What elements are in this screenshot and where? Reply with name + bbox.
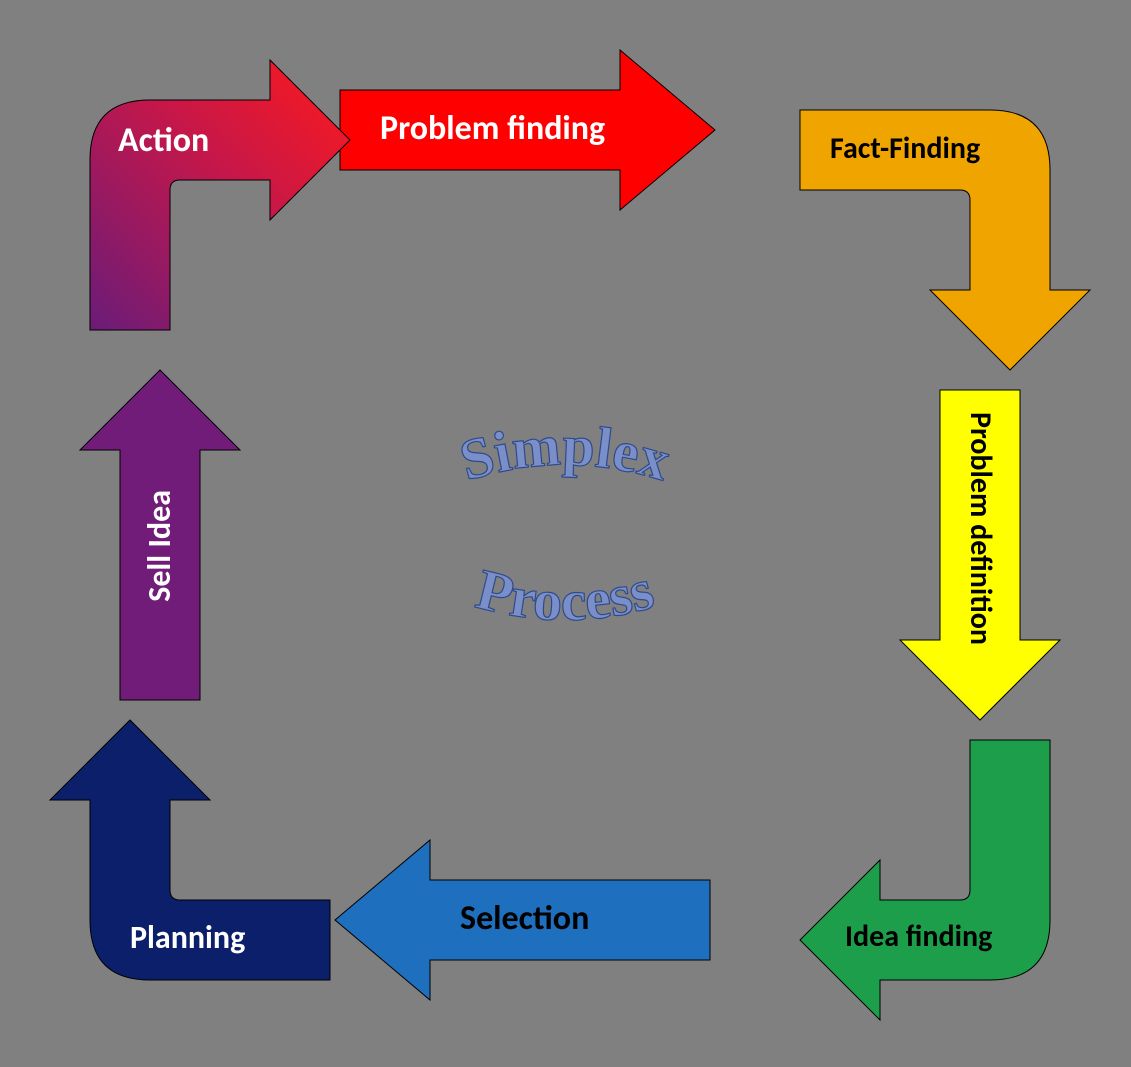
arrow-planning: [50, 720, 330, 980]
arrow-idea-finding: [800, 740, 1050, 1020]
arrow-selection: [335, 840, 710, 1000]
arrow-problem-finding: [340, 50, 715, 210]
arrow-action: [90, 60, 350, 330]
simplex-process-diagram: Problem finding Fact-Finding Problem def…: [0, 0, 1131, 1067]
arrow-problem-definition: [900, 390, 1060, 720]
arrow-sell-idea: [80, 370, 240, 700]
diagram-svg: [0, 0, 1131, 1067]
arrow-fact-finding: [800, 110, 1090, 370]
